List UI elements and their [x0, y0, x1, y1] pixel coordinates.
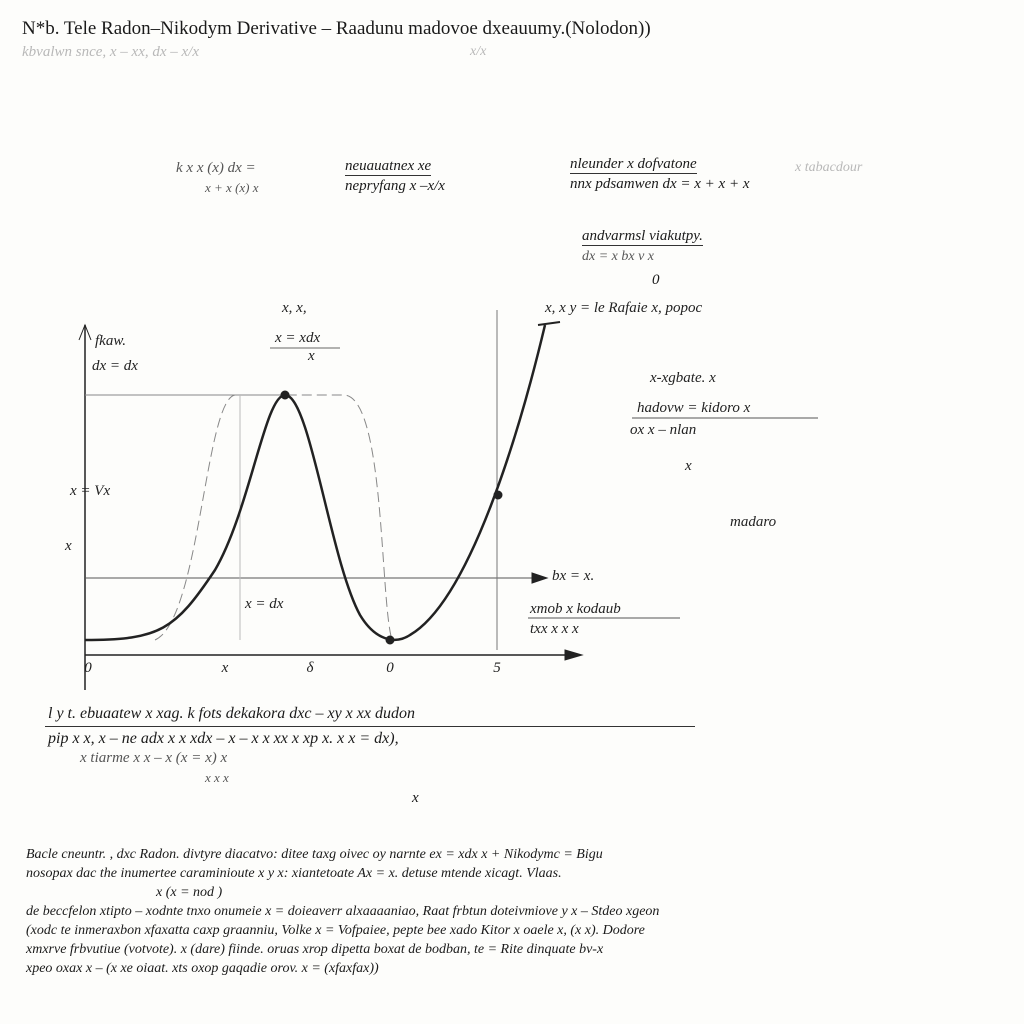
label: x, x y = le Rafaie x, popoc — [544, 300, 702, 316]
arrow — [531, 572, 549, 584]
fraction-num: neuauatnex xe — [345, 158, 432, 176]
label: dx = dx — [92, 358, 138, 374]
point — [280, 390, 290, 400]
formula: x — [412, 790, 419, 806]
dashed-curve — [154, 394, 393, 641]
formula: l y t. ebuaatew x xag. k fots dekakora d… — [48, 705, 415, 722]
curve — [84, 324, 547, 642]
label: fkaw. — [95, 333, 126, 349]
point — [385, 635, 395, 645]
paragraph: Bacle cneuntr. , dxc Radon. divtyre diac… — [26, 845, 659, 978]
label: madaro — [730, 514, 777, 530]
label: x — [684, 458, 692, 474]
formula: pip x x, x – ne adx x x xdx – x – x x xx… — [48, 730, 399, 747]
arrow — [564, 649, 584, 661]
x-tick-label: δ — [307, 660, 315, 676]
label: x = Vx — [69, 483, 110, 499]
fraction-num: andvarmsl viakutpy. — [582, 228, 703, 246]
curve-end — [537, 321, 561, 326]
x-tick-label: 0 — [84, 660, 92, 676]
axes — [78, 310, 584, 690]
fraction-den: dx = x bx v x — [582, 249, 655, 264]
faint-note: x tabacdour — [795, 160, 863, 175]
equation-lhs: k x x (x) dx = — [176, 160, 256, 176]
paragraph-line: Bacle cneuntr. , dxc Radon. divtyre diac… — [26, 847, 603, 862]
paragraph-line: xmxrve frbvutiue (votvote). x (dare) fii… — [26, 942, 604, 957]
label: x — [64, 538, 72, 554]
label: hadovw = kidoro x — [637, 400, 751, 416]
label: xmob x kodaub — [529, 601, 621, 617]
point — [493, 490, 503, 500]
label: ox x – nlan — [630, 422, 696, 438]
fraction-den: nnx pdsamwen dx = x + x + x — [570, 176, 750, 192]
fraction-num: nleunder x dofvatone — [570, 156, 697, 174]
equation-lhs: x + x (x) x — [205, 180, 259, 195]
paragraph-line: (xodc te inmeraxbon xfaxatta caxp graann… — [26, 923, 645, 938]
x-ticks: 0 x δ 0 5 — [84, 660, 501, 676]
label: txx x x x — [530, 621, 579, 637]
label: x-xgbate. x — [649, 370, 716, 386]
paragraph-line: xpeo oxax x – (x xe oiaat. xts oxop gaqa… — [26, 961, 379, 976]
arrow — [78, 323, 92, 341]
paragraph-line: x (x = nod ) — [156, 885, 223, 900]
label: x = dx — [244, 596, 284, 612]
rule — [45, 726, 695, 727]
title: N*b. Tele Radon–Nikodym Derivative – Raa… — [22, 18, 651, 39]
label: 0 — [652, 272, 660, 288]
x-tick-label: 5 — [493, 660, 501, 676]
formula: x tiarme x x – x (x = x) x — [80, 750, 228, 766]
label: x = xdx — [274, 330, 320, 346]
paragraph-line: nosopax dac the inumertee caraminioute x… — [26, 866, 562, 881]
faint-line: x/x — [470, 44, 487, 59]
paragraph-line: de beccfelon xtipto – xodnte tnxo onumei… — [26, 904, 660, 919]
fraction-den: nepryfang x –x/x — [345, 178, 445, 194]
x-tick-label: x — [221, 660, 229, 676]
label: bx = x. — [552, 568, 594, 584]
formula: x x x — [205, 770, 229, 785]
label: x, x, — [281, 300, 307, 316]
label: x — [307, 348, 315, 364]
faint-line: kbvalwn snce, x – xx, dx – x/x — [22, 44, 200, 60]
x-tick-label: 0 — [386, 660, 394, 676]
